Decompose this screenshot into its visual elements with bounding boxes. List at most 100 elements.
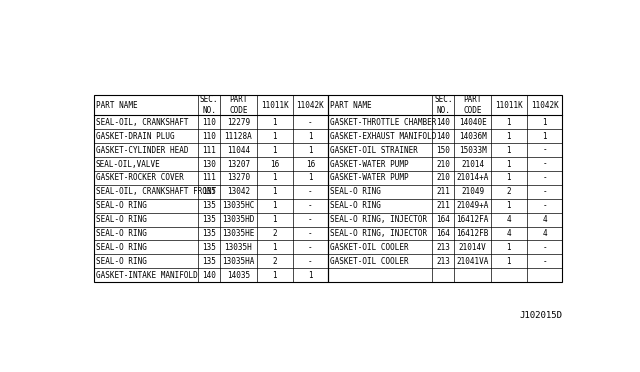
Text: 16: 16 xyxy=(270,160,280,169)
Text: -: - xyxy=(542,257,547,266)
Text: 1: 1 xyxy=(273,243,277,252)
Text: 21049+A: 21049+A xyxy=(456,201,489,210)
Text: 11042K: 11042K xyxy=(296,100,324,110)
Text: 1: 1 xyxy=(506,243,511,252)
Text: 1: 1 xyxy=(506,145,511,155)
Text: 13035HC: 13035HC xyxy=(222,201,255,210)
Text: 1: 1 xyxy=(308,145,313,155)
Text: 2: 2 xyxy=(273,229,277,238)
Text: 13270: 13270 xyxy=(227,173,250,182)
Text: -: - xyxy=(308,215,313,224)
Text: 13042: 13042 xyxy=(227,187,250,196)
Bar xyxy=(94,95,328,282)
Text: SEAL-O RING, INJECTOR: SEAL-O RING, INJECTOR xyxy=(330,215,427,224)
Text: 135: 135 xyxy=(202,201,216,210)
Text: 16412FB: 16412FB xyxy=(456,229,489,238)
Text: -: - xyxy=(308,187,313,196)
Text: -: - xyxy=(542,201,547,210)
Text: 135: 135 xyxy=(202,243,216,252)
Text: 1: 1 xyxy=(273,215,277,224)
Text: 1: 1 xyxy=(273,187,277,196)
Text: J102015D: J102015D xyxy=(519,311,562,320)
Text: 12279: 12279 xyxy=(227,118,250,127)
Text: 1: 1 xyxy=(506,118,511,127)
Text: 110: 110 xyxy=(202,132,216,141)
Bar xyxy=(328,95,562,282)
Text: PART
CODE: PART CODE xyxy=(229,95,248,115)
Text: GASKET-INTAKE MANIFOLD: GASKET-INTAKE MANIFOLD xyxy=(96,271,198,280)
Text: 1: 1 xyxy=(506,132,511,141)
Text: GASKET-WATER PUMP: GASKET-WATER PUMP xyxy=(330,160,408,169)
Text: -: - xyxy=(542,187,547,196)
Text: GASKET-WATER PUMP: GASKET-WATER PUMP xyxy=(330,173,408,182)
Text: 1: 1 xyxy=(308,132,313,141)
Text: 13035HE: 13035HE xyxy=(222,229,255,238)
Text: 14035: 14035 xyxy=(227,271,250,280)
Text: SEAL-O RING, INJECTOR: SEAL-O RING, INJECTOR xyxy=(330,229,427,238)
Text: PART NAME: PART NAME xyxy=(96,100,138,110)
Text: PART NAME: PART NAME xyxy=(330,100,372,110)
Text: 21041VA: 21041VA xyxy=(456,257,489,266)
Text: 210: 210 xyxy=(436,173,450,182)
Text: 15033M: 15033M xyxy=(459,145,486,155)
Text: SEAL-OIL, CRANKSHAFT: SEAL-OIL, CRANKSHAFT xyxy=(96,118,188,127)
Text: SEAL-O RING: SEAL-O RING xyxy=(96,257,147,266)
Text: GASKET-DRAIN PLUG: GASKET-DRAIN PLUG xyxy=(96,132,175,141)
Text: 13035HD: 13035HD xyxy=(222,215,255,224)
Text: SEAL-O RING: SEAL-O RING xyxy=(330,187,381,196)
Text: 16412FA: 16412FA xyxy=(456,215,489,224)
Text: 140: 140 xyxy=(436,132,450,141)
Text: PART
CODE: PART CODE xyxy=(463,95,482,115)
Text: 1: 1 xyxy=(273,271,277,280)
Text: 1: 1 xyxy=(308,271,313,280)
Text: 210: 210 xyxy=(436,160,450,169)
Text: 4: 4 xyxy=(506,215,511,224)
Text: -: - xyxy=(308,243,313,252)
Text: 140: 140 xyxy=(436,118,450,127)
Text: GASKET-EXHAUST MANIFOLD: GASKET-EXHAUST MANIFOLD xyxy=(330,132,436,141)
Text: 111: 111 xyxy=(202,145,216,155)
Text: 150: 150 xyxy=(436,145,450,155)
Text: 2: 2 xyxy=(506,187,511,196)
Text: 13207: 13207 xyxy=(227,160,250,169)
Text: 16: 16 xyxy=(306,160,315,169)
Text: -: - xyxy=(308,229,313,238)
Text: 111: 111 xyxy=(202,173,216,182)
Text: 21014+A: 21014+A xyxy=(456,173,489,182)
Text: 211: 211 xyxy=(436,201,450,210)
Text: 1: 1 xyxy=(273,173,277,182)
Text: SEC.
NO.: SEC. NO. xyxy=(434,95,452,115)
Text: -: - xyxy=(542,160,547,169)
Text: -: - xyxy=(542,243,547,252)
Text: 213: 213 xyxy=(436,257,450,266)
Text: -: - xyxy=(308,257,313,266)
Text: 4: 4 xyxy=(542,215,547,224)
Text: 164: 164 xyxy=(436,229,450,238)
Text: 11011K: 11011K xyxy=(495,100,523,110)
Text: 135: 135 xyxy=(202,229,216,238)
Text: 2: 2 xyxy=(273,257,277,266)
Text: 11128A: 11128A xyxy=(225,132,252,141)
Text: GASKET-CYLINDER HEAD: GASKET-CYLINDER HEAD xyxy=(96,145,188,155)
Text: 135: 135 xyxy=(202,257,216,266)
Text: 1: 1 xyxy=(273,118,277,127)
Text: SEAL-O RING: SEAL-O RING xyxy=(96,229,147,238)
Text: 110: 110 xyxy=(202,118,216,127)
Text: -: - xyxy=(308,201,313,210)
Text: 11011K: 11011K xyxy=(261,100,289,110)
Text: 14040E: 14040E xyxy=(459,118,486,127)
Text: SEAL-O RING: SEAL-O RING xyxy=(96,243,147,252)
Text: 21014V: 21014V xyxy=(459,243,486,252)
Text: GASKET-ROCKER COVER: GASKET-ROCKER COVER xyxy=(96,173,184,182)
Text: 1: 1 xyxy=(506,257,511,266)
Text: -: - xyxy=(308,118,313,127)
Text: SEAL-OIL,VALVE: SEAL-OIL,VALVE xyxy=(96,160,161,169)
Text: 1: 1 xyxy=(308,173,313,182)
Text: SEAL-O RING: SEAL-O RING xyxy=(330,201,381,210)
Text: 130: 130 xyxy=(202,160,216,169)
Text: GASKET-OIL COOLER: GASKET-OIL COOLER xyxy=(330,243,408,252)
Text: 21049: 21049 xyxy=(461,187,484,196)
Text: 1: 1 xyxy=(506,173,511,182)
Text: GASKET-THROTTLE CHAMBER: GASKET-THROTTLE CHAMBER xyxy=(330,118,436,127)
Text: 1: 1 xyxy=(273,201,277,210)
